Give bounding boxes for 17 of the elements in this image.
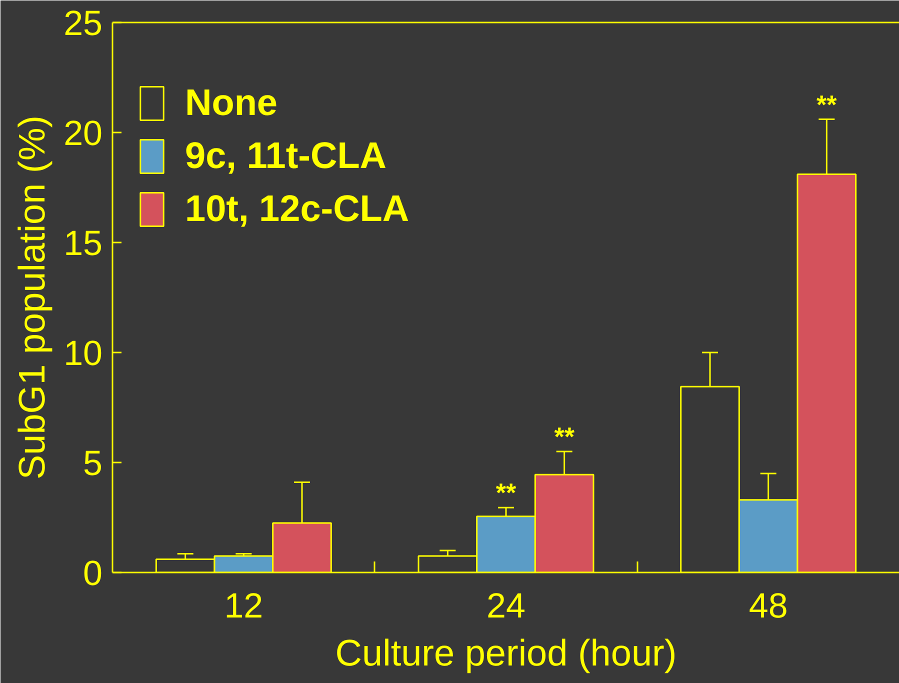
x-tick-label: 48 — [748, 586, 788, 626]
legend-label: None — [185, 82, 278, 124]
y-tick-label: 10 — [64, 334, 103, 373]
y-tick-label: 15 — [64, 224, 103, 263]
x-axis-title: Culture period (hour) — [335, 632, 677, 674]
x-tick-label: 24 — [486, 586, 526, 626]
legend-label: 9c, 11t-CLA — [185, 135, 387, 177]
y-tick-label: 25 — [64, 4, 103, 43]
legend-label: 10t, 12c-CLA — [185, 188, 410, 230]
y-tick-label: 20 — [64, 114, 103, 153]
data-label: ** — [496, 478, 517, 508]
data-label: ** — [816, 89, 838, 120]
x-tick-label: 12 — [224, 586, 264, 626]
y-axis-title: SubG1 population (%) — [12, 115, 53, 480]
data-label: ** — [554, 422, 576, 452]
y-tick-label: 5 — [83, 444, 103, 483]
y-tick-label: 0 — [83, 554, 103, 593]
